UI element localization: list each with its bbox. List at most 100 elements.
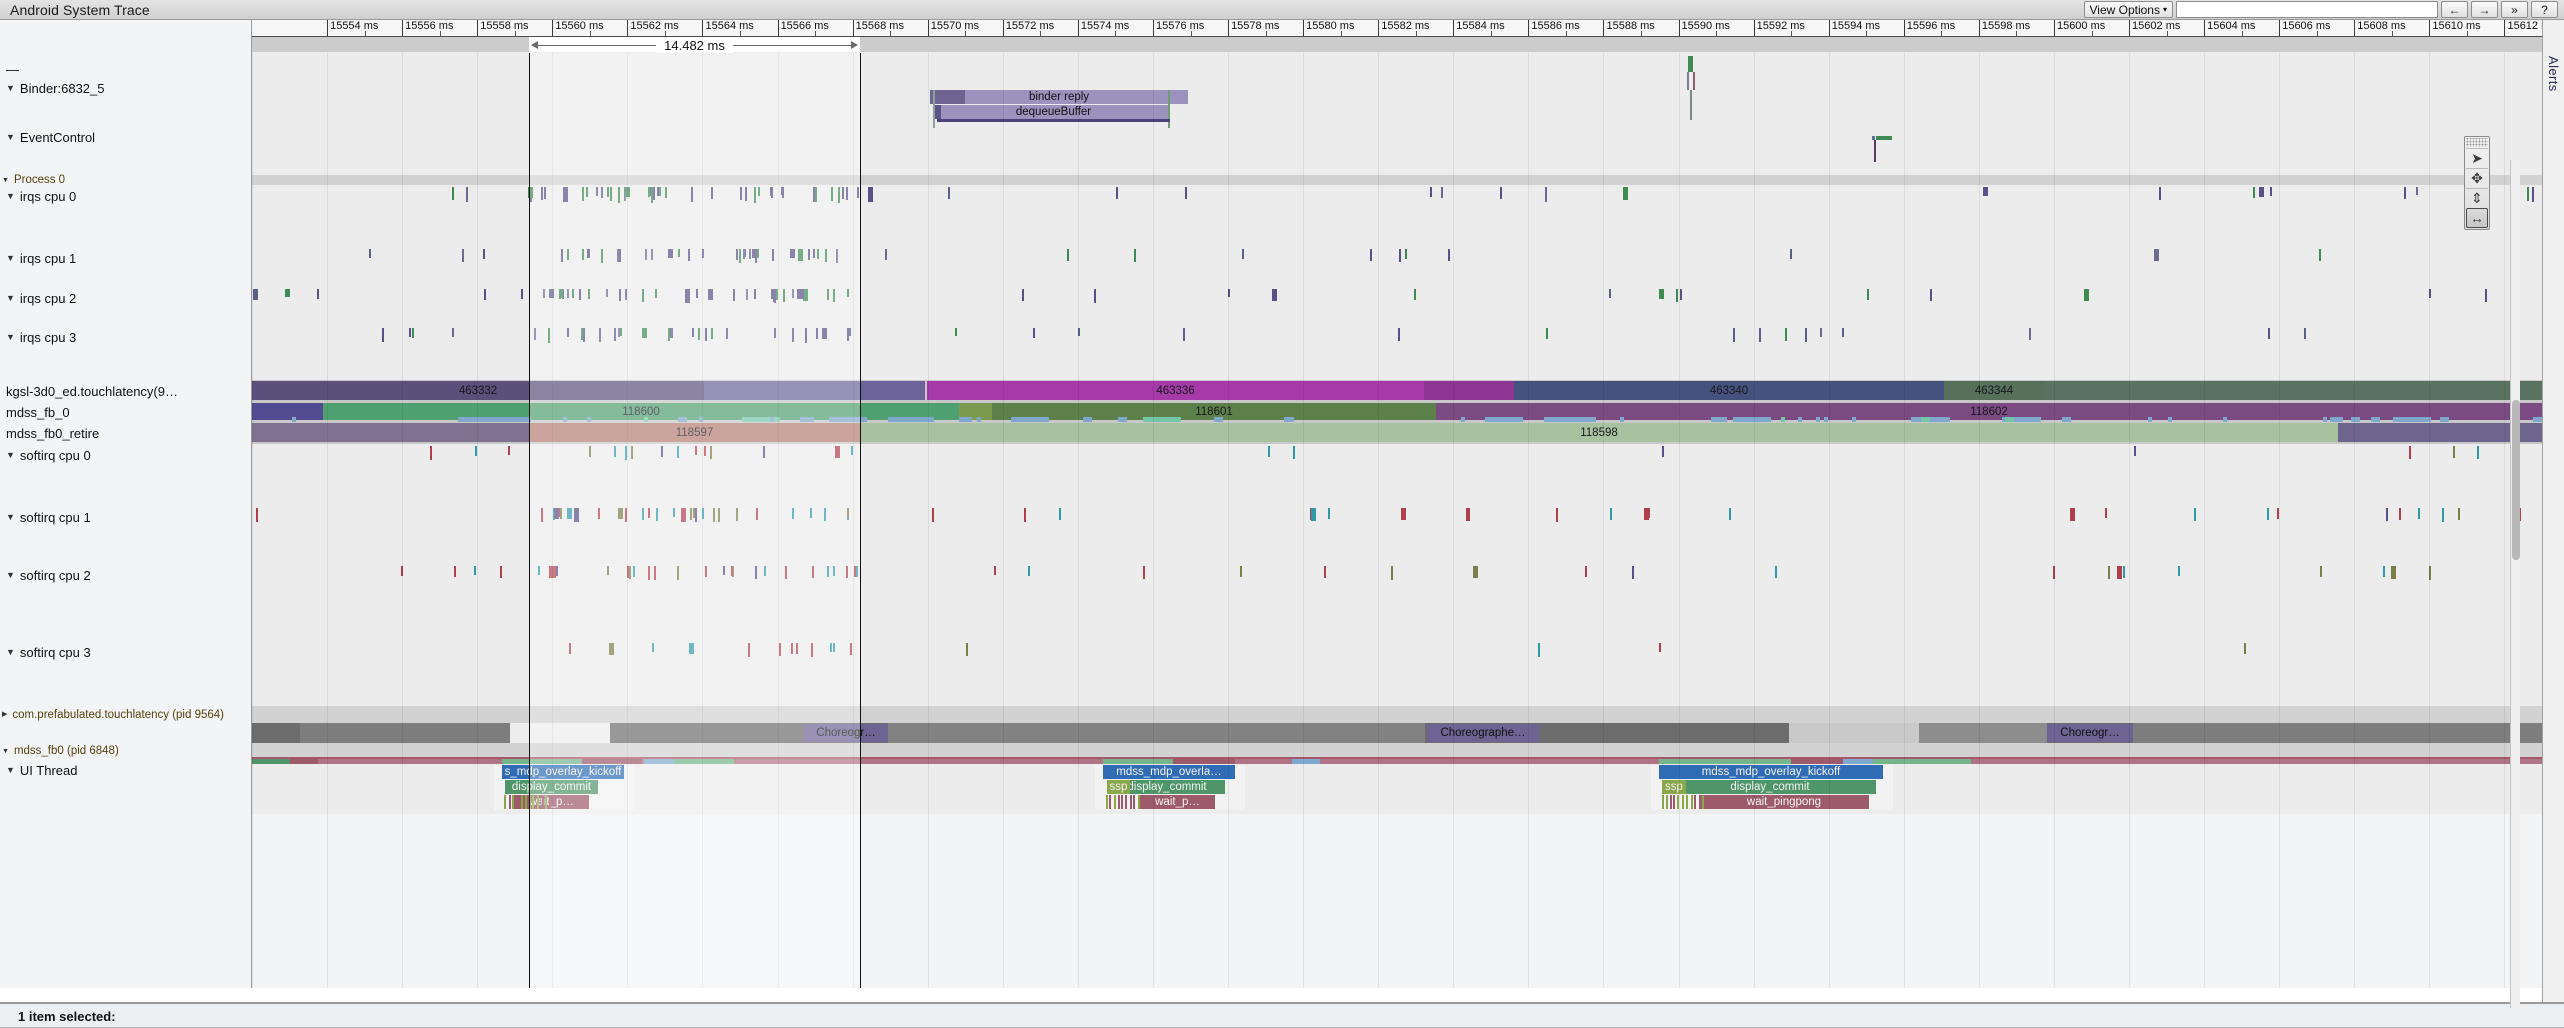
track-label-softirq-cpu-2[interactable]: ▼ softirq cpu 2 bbox=[0, 564, 252, 586]
track-row-softirq-cpu-1[interactable] bbox=[252, 506, 2542, 564]
timeline-canvas[interactable]: 15554 ms 15556 ms 15558 ms 15560 ms 15562 ms… bbox=[252, 20, 2542, 988]
choreographer-slice-1[interactable]: Choreogr… bbox=[804, 724, 888, 742]
chevron-down-icon[interactable]: ▼ bbox=[6, 252, 15, 263]
mdss-mdp-overlay-kickoff-2[interactable]: mdss_mdp_overla… bbox=[1103, 765, 1235, 779]
retire-slice-118597[interactable]: 118597 bbox=[529, 423, 860, 442]
track-label-softirq-cpu-1[interactable]: ▼ softirq cpu 1 bbox=[0, 506, 252, 528]
retire-slice-head[interactable] bbox=[252, 423, 529, 442]
display-commit-3[interactable]: display_commit bbox=[1664, 780, 1876, 794]
chevron-down-icon[interactable]: ▼ bbox=[6, 449, 15, 460]
chevron-down-icon[interactable]: ▼ bbox=[6, 646, 15, 657]
track-label-event-control[interactable]: ▼ EventControl bbox=[0, 126, 252, 148]
wait-pingpong-2[interactable]: wait_p… bbox=[1140, 795, 1215, 809]
chevron-down-icon[interactable]: ▼ bbox=[6, 331, 15, 342]
chevron-down-icon[interactable]: ▼ bbox=[6, 292, 15, 303]
select-mode-icon[interactable]: ➤ bbox=[2466, 148, 2488, 168]
track-label-irqs-cpu-2[interactable]: ▼ irqs cpu 2 bbox=[0, 287, 252, 309]
chevron-down-icon[interactable]: ▼ bbox=[6, 82, 15, 93]
pan-mode-icon[interactable]: ✥ bbox=[2466, 168, 2488, 188]
chevron-down-icon[interactable]: ▼ bbox=[6, 131, 15, 142]
ssp-label-3[interactable]: ssp bbox=[1662, 780, 1686, 794]
track-label-irqs-cpu-1[interactable]: ▼ irqs cpu 1 bbox=[0, 247, 252, 269]
chevron-down-icon[interactable]: ▼ bbox=[6, 569, 15, 580]
track-row-process-0[interactable] bbox=[252, 175, 2542, 185]
dequeue-buffer-slice[interactable]: dequeueBuffer bbox=[937, 105, 1170, 119]
binder-reply-slice[interactable]: binder reply bbox=[930, 90, 1188, 104]
track-row-binder-6832-5[interactable] bbox=[252, 77, 2542, 126]
nav-back-button[interactable]: ← bbox=[2441, 1, 2468, 18]
track-row-irqs-cpu-1[interactable] bbox=[252, 247, 2542, 287]
kgsl-slice-463344[interactable]: 463344 bbox=[1944, 381, 2044, 400]
display-commit-2[interactable]: display_commit bbox=[1109, 780, 1225, 794]
irq-mark bbox=[648, 566, 650, 580]
track-row-softirq-cpu-2[interactable] bbox=[252, 564, 2542, 641]
track-row-irqs-cpu-2[interactable] bbox=[252, 287, 2542, 326]
mdssfb0-slice-118600[interactable]: 118600 bbox=[323, 403, 959, 420]
kgsl-slice-tail[interactable] bbox=[2044, 381, 2542, 400]
irq-mark bbox=[475, 446, 477, 456]
track-label-softirq-cpu-3[interactable]: ▼ softirq cpu 3 bbox=[0, 641, 252, 663]
mdssfb0-slice-head[interactable] bbox=[252, 403, 323, 420]
track-label-mdss-fb-0[interactable]: mdss_fb_0 bbox=[0, 402, 252, 422]
kgsl-slice-mid-2[interactable] bbox=[1424, 381, 1514, 400]
chevron-down-icon[interactable]: ▼ bbox=[2, 747, 9, 755]
kgsl-slice-463332[interactable]: 463332 bbox=[252, 381, 704, 400]
ruler-tick-label: 15560 ms bbox=[555, 20, 604, 32]
track-label-binder-6832-5[interactable]: ▼ Binder:6832_5 bbox=[0, 77, 252, 99]
vertical-zoom-mode-icon[interactable]: ⇕ bbox=[2466, 188, 2488, 208]
display-commit-1[interactable]: display_commit bbox=[505, 780, 598, 794]
more-button[interactable]: » bbox=[2501, 1, 2528, 18]
chevron-down-icon[interactable]: ▼ bbox=[6, 190, 15, 201]
time-ruler[interactable]: 15554 ms 15556 ms 15558 ms 15560 ms 15562 ms… bbox=[252, 20, 2542, 37]
choreographer-slice-3[interactable]: Choreogr… bbox=[2047, 724, 2133, 742]
track-row-com-prefabulated-touchlatency[interactable] bbox=[252, 706, 2542, 723]
choreographer-slice-2[interactable]: Choreographe… bbox=[1427, 724, 1539, 742]
mdssfb0-slice-118601[interactable]: 118601 bbox=[992, 403, 1436, 420]
track-row-irqs-cpu-3[interactable] bbox=[252, 326, 2542, 380]
scrollbar-thumb[interactable] bbox=[2512, 400, 2520, 560]
kgsl-slice-mid-1[interactable] bbox=[704, 381, 925, 400]
drag-handle-icon[interactable] bbox=[2466, 138, 2488, 147]
retire-slice-118598[interactable]: 118598 bbox=[860, 423, 2338, 442]
track-label-mdss-fb0-process[interactable]: ▼ mdss_fb0 (pid 6848) bbox=[0, 743, 252, 759]
track-label-irqs-cpu-0[interactable]: ▼ irqs cpu 0 bbox=[0, 185, 252, 207]
track-label-mdss-fb0-retire[interactable]: mdss_fb0_retire bbox=[0, 422, 252, 444]
dequeue-buffer-prefix[interactable] bbox=[933, 105, 941, 119]
kgsl-slice-463340[interactable]: 463340 bbox=[1514, 381, 1944, 400]
chevron-down-icon[interactable]: ▼ bbox=[2, 176, 9, 184]
search-input[interactable] bbox=[2176, 1, 2438, 18]
binder-reply-prefix[interactable] bbox=[930, 90, 965, 104]
mdssfb0-slice-118602[interactable]: 118602 bbox=[1436, 403, 2542, 420]
horizontal-select-mode-icon[interactable]: ↔ bbox=[2466, 208, 2488, 228]
ruler-tick-label: 15604 ms bbox=[2207, 20, 2256, 32]
mouse-mode-toolbar[interactable]: ➤ ✥ ⇕ ↔ bbox=[2464, 136, 2490, 230]
kgsl-slice-463336[interactable]: 463336 bbox=[927, 381, 1424, 400]
chevron-down-icon[interactable]: ▼ bbox=[6, 511, 15, 522]
alerts-side-tab[interactable]: Alerts bbox=[2542, 20, 2564, 1004]
ssp-label-2[interactable]: ssp bbox=[1107, 780, 1130, 794]
track-row-mdss-fb0-process[interactable] bbox=[252, 743, 2542, 759]
retire-slice-tail[interactable] bbox=[2338, 423, 2542, 442]
track-label-placeholder-dash[interactable]: — bbox=[0, 52, 252, 86]
nav-forward-button[interactable]: → bbox=[2471, 1, 2498, 18]
help-button[interactable]: ? bbox=[2531, 1, 2558, 18]
track-label-com-prefabulated-touchlatency[interactable]: ▶ com.prefabulated.touchlatency (pid 9564… bbox=[0, 706, 252, 723]
track-label-irqs-cpu-3[interactable]: ▼ irqs cpu 3 bbox=[0, 326, 252, 348]
vertical-scrollbar[interactable] bbox=[2510, 160, 2520, 1008]
track-label-softirq-cpu-0[interactable]: ▼ softirq cpu 0 bbox=[0, 444, 252, 466]
mdss-mdp-overlay-kickoff-3[interactable]: mdss_mdp_overlay_kickoff bbox=[1659, 765, 1883, 779]
wait-pingpong-3[interactable]: wait_pingpong bbox=[1699, 795, 1869, 809]
track-label-ui-thread[interactable]: ▼ UI Thread bbox=[0, 759, 252, 781]
track-label-kgsl-touchlatency[interactable]: kgsl-3d0_ed.touchlatency(9… bbox=[0, 380, 252, 402]
view-options-button[interactable]: View Options ▾ bbox=[2083, 1, 2173, 18]
track-row-event-control[interactable] bbox=[252, 126, 2542, 179]
track-row-softirq-cpu-0[interactable] bbox=[252, 444, 2542, 506]
mdss-mdp-overlay-kickoff-1[interactable]: s_mdp_overlay_kickoff bbox=[502, 765, 624, 779]
track-row-softirq-cpu-3[interactable] bbox=[252, 641, 2542, 706]
track-label-process-0[interactable]: ▼ Process 0 bbox=[0, 174, 252, 186]
chevron-right-icon[interactable]: ▶ bbox=[2, 711, 8, 718]
mdssfb0-slice-gap[interactable] bbox=[959, 403, 992, 420]
chevron-down-icon[interactable]: ▼ bbox=[6, 764, 15, 775]
irq-mark bbox=[1729, 508, 1731, 520]
retire-tick bbox=[1214, 417, 1223, 422]
